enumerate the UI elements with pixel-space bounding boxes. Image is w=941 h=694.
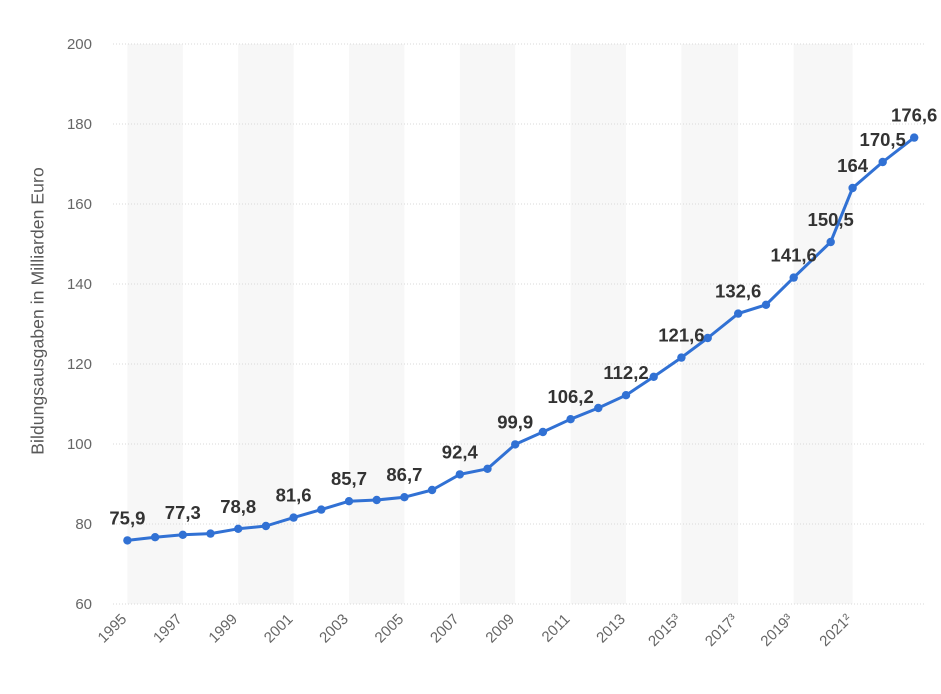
- svg-text:2017³: 2017³: [702, 611, 741, 650]
- svg-text:80: 80: [75, 516, 92, 533]
- svg-text:86,7: 86,7: [386, 464, 422, 485]
- svg-text:132,6: 132,6: [715, 281, 761, 302]
- svg-text:1997: 1997: [150, 611, 186, 647]
- svg-text:99,9: 99,9: [497, 411, 533, 432]
- svg-text:2015³: 2015³: [645, 611, 684, 650]
- svg-text:112,2: 112,2: [603, 362, 648, 383]
- svg-text:2011: 2011: [539, 611, 574, 646]
- svg-text:170,5: 170,5: [860, 129, 906, 150]
- svg-text:77,3: 77,3: [165, 502, 201, 523]
- svg-text:78,8: 78,8: [220, 496, 256, 517]
- svg-text:140: 140: [67, 276, 92, 293]
- svg-text:160: 160: [67, 196, 92, 213]
- svg-text:100: 100: [67, 436, 92, 453]
- svg-text:121,6: 121,6: [658, 325, 704, 346]
- svg-text:2001: 2001: [261, 611, 297, 647]
- svg-text:2009: 2009: [482, 611, 518, 647]
- svg-text:1995: 1995: [95, 611, 131, 647]
- svg-text:2007: 2007: [427, 611, 463, 647]
- svg-text:81,6: 81,6: [276, 485, 312, 506]
- svg-text:180: 180: [67, 116, 92, 133]
- svg-text:176,6: 176,6: [891, 105, 937, 126]
- svg-text:85,7: 85,7: [331, 468, 367, 489]
- svg-text:75,9: 75,9: [109, 507, 145, 528]
- svg-text:1999: 1999: [205, 611, 241, 647]
- svg-text:60: 60: [75, 596, 92, 613]
- svg-text:141,6: 141,6: [771, 245, 817, 266]
- svg-text:200: 200: [67, 36, 92, 53]
- svg-text:2005: 2005: [372, 611, 408, 647]
- svg-text:2003: 2003: [316, 611, 352, 647]
- svg-text:2021²: 2021²: [816, 611, 855, 650]
- svg-text:2013: 2013: [593, 611, 629, 647]
- svg-text:92,4: 92,4: [442, 441, 479, 462]
- svg-text:106,2: 106,2: [547, 386, 593, 407]
- svg-text:2019³: 2019³: [757, 611, 796, 650]
- svg-text:150,5: 150,5: [808, 209, 854, 230]
- svg-text:164: 164: [837, 155, 869, 176]
- svg-text:120: 120: [67, 356, 92, 373]
